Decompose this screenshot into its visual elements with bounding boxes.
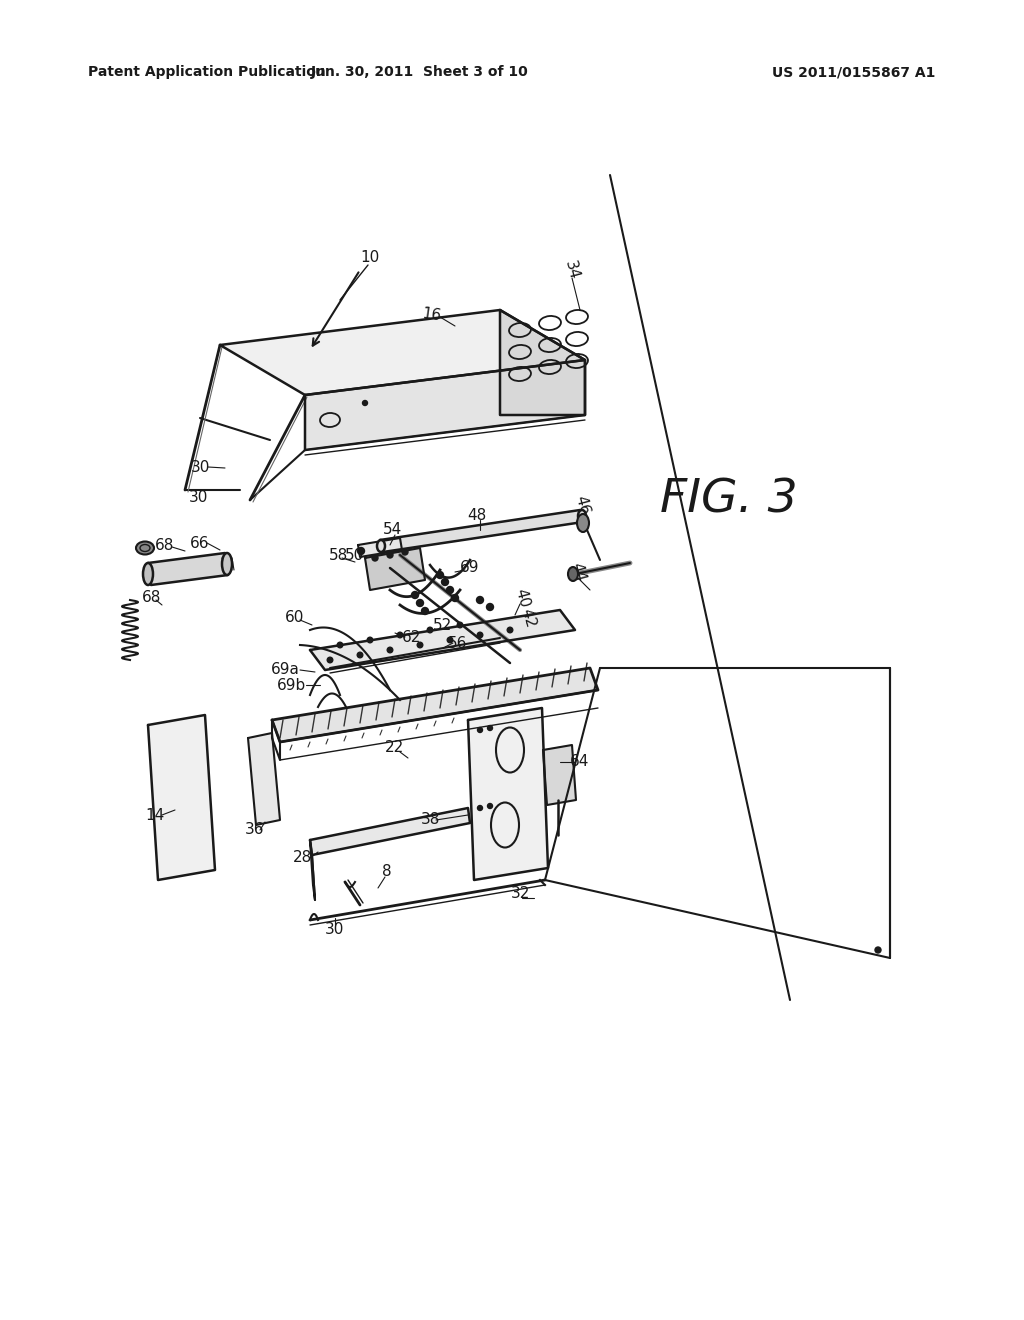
Circle shape xyxy=(436,572,443,578)
Text: 68: 68 xyxy=(142,590,162,606)
Polygon shape xyxy=(310,610,575,671)
Text: 66: 66 xyxy=(190,536,210,550)
Polygon shape xyxy=(365,548,425,590)
Text: 38: 38 xyxy=(420,813,439,828)
Circle shape xyxy=(507,627,513,632)
Text: 40: 40 xyxy=(512,587,531,610)
Text: 48: 48 xyxy=(467,507,486,523)
Text: 56: 56 xyxy=(449,635,468,651)
Text: 36: 36 xyxy=(246,822,265,837)
Text: FIG. 3: FIG. 3 xyxy=(660,478,798,523)
Circle shape xyxy=(372,554,378,561)
Circle shape xyxy=(337,643,343,648)
Text: 64: 64 xyxy=(570,755,590,770)
Circle shape xyxy=(397,632,402,638)
Circle shape xyxy=(402,549,408,554)
Circle shape xyxy=(446,586,454,594)
Text: 22: 22 xyxy=(385,741,404,755)
Text: Patent Application Publication: Patent Application Publication xyxy=(88,65,326,79)
Circle shape xyxy=(477,632,482,638)
Circle shape xyxy=(476,597,483,603)
Text: 30: 30 xyxy=(190,459,210,474)
Polygon shape xyxy=(148,553,228,585)
Polygon shape xyxy=(468,708,548,880)
Text: 28: 28 xyxy=(293,850,312,866)
Circle shape xyxy=(487,804,493,808)
Text: 34: 34 xyxy=(562,259,582,281)
Circle shape xyxy=(487,726,493,730)
Circle shape xyxy=(412,591,419,598)
Circle shape xyxy=(452,594,459,602)
Text: 8: 8 xyxy=(382,865,392,879)
Polygon shape xyxy=(358,539,402,557)
Circle shape xyxy=(447,638,453,643)
Circle shape xyxy=(417,599,424,606)
Polygon shape xyxy=(148,715,215,880)
Text: 60: 60 xyxy=(286,610,305,626)
Circle shape xyxy=(441,578,449,586)
Circle shape xyxy=(477,727,482,733)
Text: 69a: 69a xyxy=(270,663,299,677)
Polygon shape xyxy=(220,310,585,395)
Text: 30: 30 xyxy=(188,491,208,506)
Polygon shape xyxy=(272,668,598,742)
Ellipse shape xyxy=(377,540,385,552)
Ellipse shape xyxy=(578,510,586,521)
Circle shape xyxy=(328,657,333,663)
Polygon shape xyxy=(380,510,583,552)
Polygon shape xyxy=(248,733,280,825)
Ellipse shape xyxy=(577,513,589,532)
Text: 16: 16 xyxy=(421,306,442,323)
Text: 32: 32 xyxy=(510,886,529,900)
Text: US 2011/0155867 A1: US 2011/0155867 A1 xyxy=(772,65,935,79)
Polygon shape xyxy=(305,360,585,450)
Text: 62: 62 xyxy=(402,630,422,644)
Polygon shape xyxy=(500,310,585,414)
Text: 42: 42 xyxy=(518,607,538,630)
Text: 30: 30 xyxy=(326,923,345,937)
Text: 58: 58 xyxy=(329,548,347,562)
Text: 10: 10 xyxy=(360,251,380,265)
Circle shape xyxy=(457,622,463,628)
Circle shape xyxy=(417,643,423,648)
Text: 14: 14 xyxy=(145,808,165,822)
Circle shape xyxy=(422,607,428,615)
Polygon shape xyxy=(310,808,470,855)
Ellipse shape xyxy=(143,564,153,585)
Text: 44: 44 xyxy=(568,561,588,583)
Ellipse shape xyxy=(136,541,154,554)
Circle shape xyxy=(387,552,393,558)
Text: 52: 52 xyxy=(433,618,453,632)
Circle shape xyxy=(362,400,368,405)
Text: 46: 46 xyxy=(572,494,592,516)
Ellipse shape xyxy=(222,553,232,576)
Circle shape xyxy=(477,805,482,810)
Circle shape xyxy=(874,946,881,953)
Polygon shape xyxy=(543,744,575,805)
Circle shape xyxy=(387,647,393,653)
Text: 68: 68 xyxy=(156,537,175,553)
Circle shape xyxy=(357,652,362,657)
Text: 54: 54 xyxy=(383,523,402,537)
Circle shape xyxy=(427,627,433,632)
Text: 69: 69 xyxy=(460,560,480,574)
Text: Jun. 30, 2011  Sheet 3 of 10: Jun. 30, 2011 Sheet 3 of 10 xyxy=(311,65,528,79)
Text: 69b: 69b xyxy=(276,677,305,693)
Text: 50: 50 xyxy=(344,548,364,562)
Ellipse shape xyxy=(568,568,578,581)
Circle shape xyxy=(368,638,373,643)
Circle shape xyxy=(357,548,365,554)
Circle shape xyxy=(486,603,494,610)
